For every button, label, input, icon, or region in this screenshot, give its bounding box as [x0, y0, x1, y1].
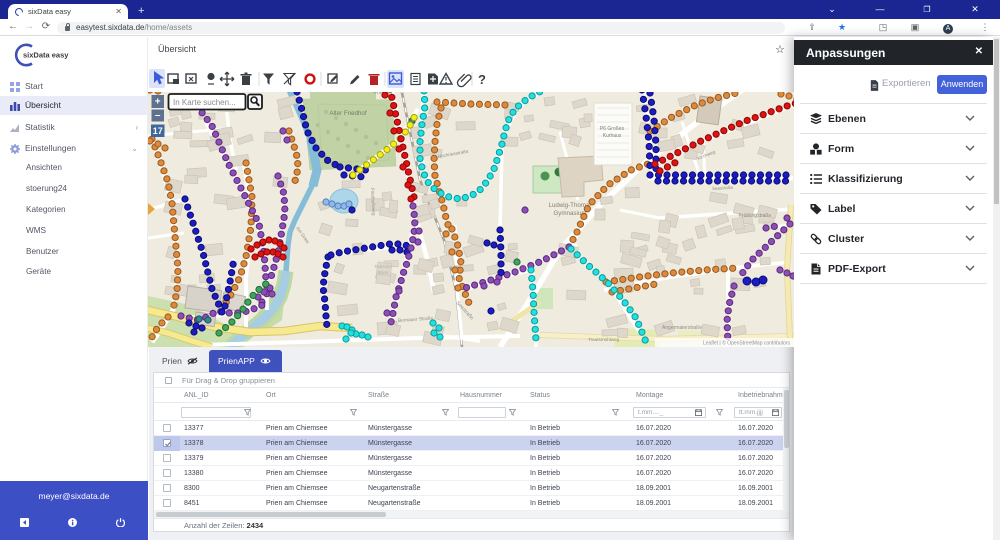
svg-text:–: – — [155, 110, 161, 121]
svg-text:Gymnasium: Gymnasium — [553, 210, 586, 217]
svg-text:Angermaierstraße: Angermaierstraße — [662, 325, 702, 331]
svg-text:Alter Friedhof: Alter Friedhof — [329, 110, 366, 117]
svg-text:Ludwig-Thoma-: Ludwig-Thoma- — [549, 202, 592, 209]
svg-text:sixData easy: sixData easy — [23, 51, 69, 60]
svg-text:17: 17 — [153, 126, 163, 136]
svg-text:In Karte suchen...: In Karte suchen... — [173, 98, 236, 107]
svg-text:P6 Großes: P6 Großes — [600, 126, 625, 132]
svg-text:Kirchweg: Kirchweg — [697, 149, 717, 161]
svg-text:Hochriesstraße: Hochriesstraße — [437, 149, 469, 159]
svg-text:Brien: Brien — [378, 270, 389, 275]
svg-text:Frühlingstraße: Frühlingstraße — [739, 213, 771, 219]
svg-text:Teutsche: Teutsche — [374, 264, 392, 269]
svg-text:+: + — [155, 97, 161, 108]
svg-text:Kurhaus: Kurhaus — [603, 133, 622, 139]
svg-text:Bernauer Straße: Bernauer Straße — [398, 316, 434, 324]
svg-text:Friedhofsweg: Friedhofsweg — [370, 188, 376, 216]
svg-text:?: ? — [478, 72, 486, 87]
svg-text:Seestraße: Seestraße — [712, 185, 734, 191]
svg-text:Trautsmühlweg: Trautsmühlweg — [588, 337, 620, 342]
svg-text:Leaflet | © OpenStreetMap cont: Leaflet | © OpenStreetMap contributors — [703, 340, 790, 347]
